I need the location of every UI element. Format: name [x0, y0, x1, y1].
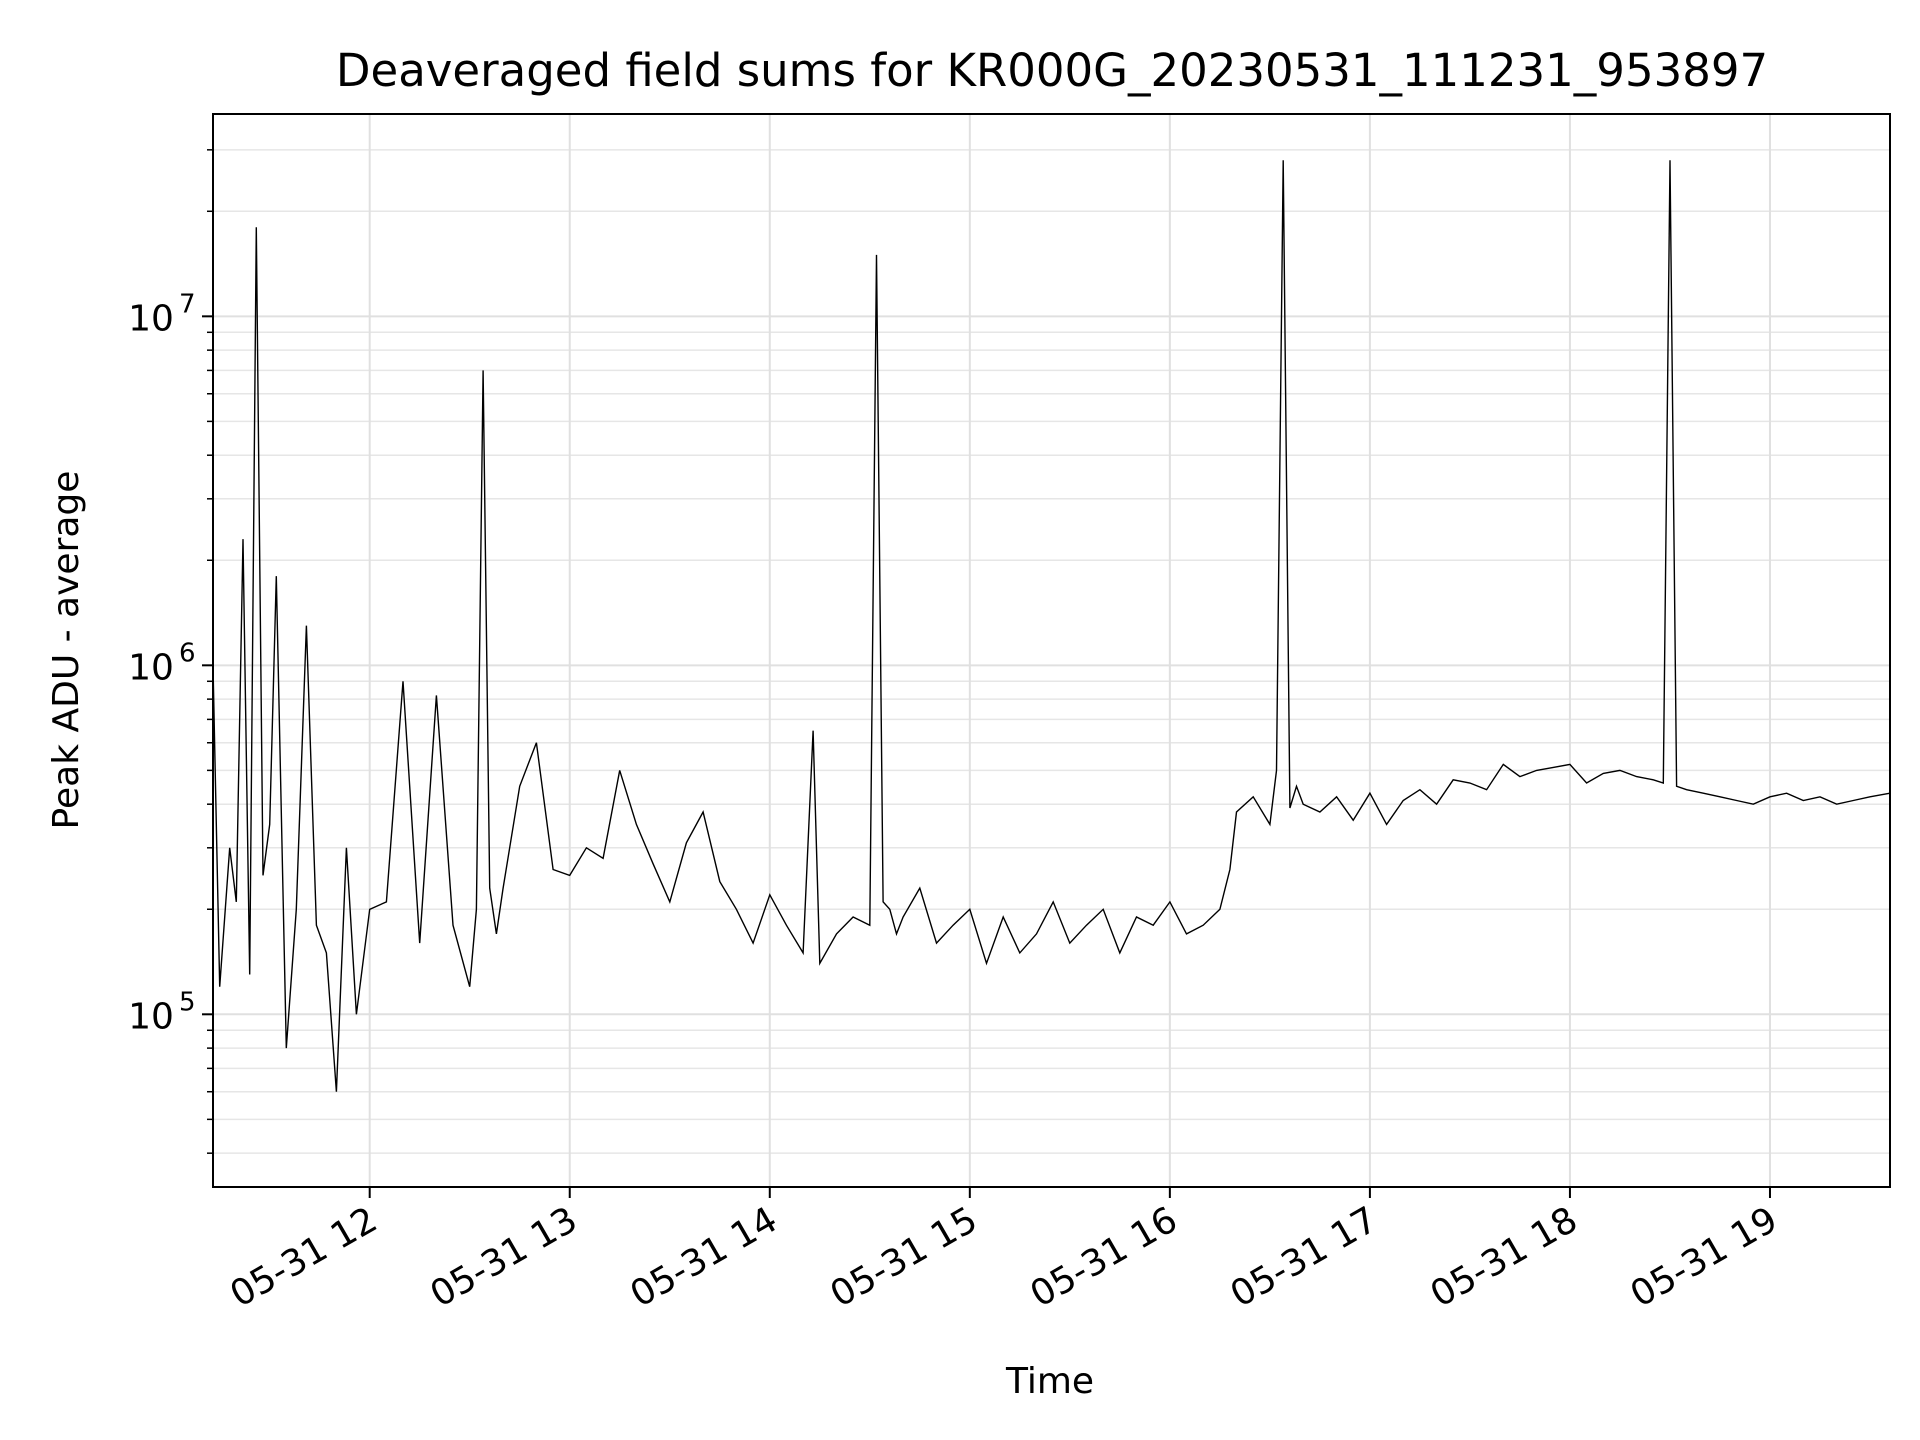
y-tick-label: 10: [128, 298, 174, 339]
chart-title: Deaveraged field sums for KR000G_2023053…: [336, 44, 1768, 97]
y-axis-label: Peak ADU - average: [46, 471, 87, 830]
y-tick-exponent: 6: [179, 638, 196, 668]
x-axis-label: Time: [1005, 1361, 1094, 1402]
y-tick-label: 10: [128, 647, 174, 688]
plot-frame: [212, 113, 1891, 1188]
y-tick-label: 10: [128, 996, 174, 1037]
data-series: [212, 160, 1891, 1092]
grid-lines: [213, 114, 1890, 1187]
y-tick-exponent: 5: [179, 987, 196, 1017]
y-tick-exponent: 7: [179, 289, 196, 319]
series-line: [212, 160, 1891, 1092]
